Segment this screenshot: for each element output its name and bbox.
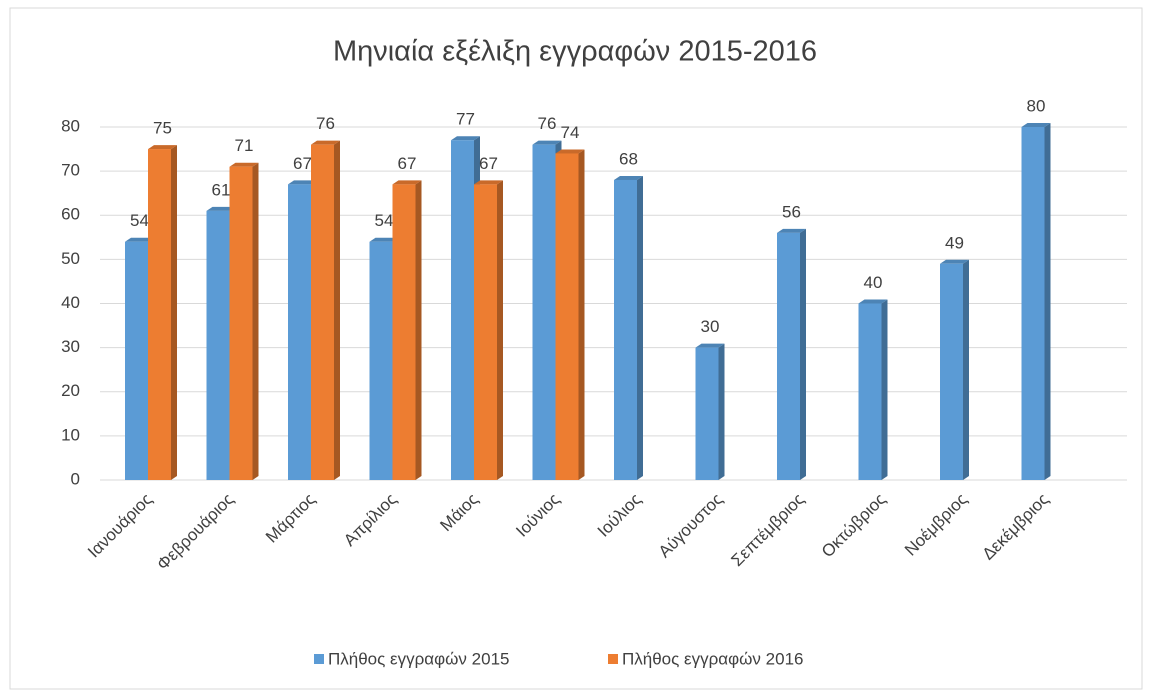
bar-side bbox=[637, 175, 643, 480]
bar-top bbox=[369, 237, 399, 242]
value-label: 76 bbox=[538, 114, 557, 133]
bar bbox=[532, 144, 556, 480]
value-label: 77 bbox=[456, 110, 475, 129]
value-label: 61 bbox=[212, 180, 231, 199]
bar bbox=[311, 144, 334, 480]
value-label: 40 bbox=[864, 273, 883, 292]
bar-top bbox=[148, 145, 177, 150]
legend-label: Πλήθος εγγραφών 2015 bbox=[328, 649, 509, 668]
y-tick-label: 10 bbox=[61, 425, 80, 444]
y-tick-label: 20 bbox=[61, 381, 80, 400]
bar-top bbox=[311, 140, 340, 145]
bar-top bbox=[532, 140, 562, 145]
value-label: 76 bbox=[316, 114, 335, 133]
value-label: 74 bbox=[561, 123, 580, 142]
bar bbox=[695, 347, 719, 480]
bar bbox=[940, 263, 963, 480]
bar-side bbox=[171, 145, 177, 480]
bar-side bbox=[578, 149, 585, 480]
bar-side bbox=[252, 162, 259, 480]
bar-side bbox=[718, 343, 725, 480]
bar-top bbox=[555, 149, 585, 154]
bar bbox=[148, 149, 171, 480]
bar-top bbox=[614, 175, 643, 180]
bar-top bbox=[288, 180, 317, 185]
bar bbox=[229, 166, 253, 480]
bar-top bbox=[777, 228, 806, 233]
value-label: 30 bbox=[701, 317, 720, 336]
y-tick-label: 30 bbox=[61, 337, 80, 356]
bar-top bbox=[125, 237, 154, 242]
bar bbox=[288, 184, 311, 481]
y-tick-label: 70 bbox=[61, 161, 80, 180]
value-label: 68 bbox=[619, 149, 638, 168]
bar-side bbox=[963, 259, 969, 480]
bar-side bbox=[497, 180, 503, 481]
y-tick-label: 0 bbox=[71, 469, 80, 488]
bar-side bbox=[334, 140, 340, 480]
y-tick-label: 60 bbox=[61, 205, 80, 224]
bar bbox=[451, 140, 474, 481]
legend-swatch bbox=[314, 654, 324, 664]
bar-side bbox=[881, 299, 888, 480]
y-tick-label: 40 bbox=[61, 293, 80, 312]
bar-top bbox=[940, 259, 969, 264]
bar-top bbox=[858, 299, 888, 304]
y-tick-label: 80 bbox=[61, 116, 80, 135]
bar-top bbox=[229, 162, 259, 167]
bar bbox=[555, 153, 579, 480]
bar bbox=[777, 232, 800, 480]
bar bbox=[206, 210, 230, 480]
bar-top bbox=[474, 180, 503, 185]
value-label: 67 bbox=[479, 154, 498, 173]
value-label: 49 bbox=[945, 233, 964, 252]
bar bbox=[474, 184, 497, 481]
legend-label: Πλήθος εγγραφών 2016 bbox=[622, 649, 803, 668]
value-label: 71 bbox=[235, 136, 254, 155]
y-tick-label: 50 bbox=[61, 249, 80, 268]
value-label: 54 bbox=[130, 211, 149, 230]
bar-top bbox=[1021, 123, 1051, 127]
bar-side bbox=[1044, 123, 1051, 480]
bar-side bbox=[415, 180, 422, 481]
value-label: 67 bbox=[293, 154, 312, 173]
legend-swatch bbox=[608, 654, 618, 664]
bar-top bbox=[695, 343, 725, 348]
bar bbox=[858, 303, 882, 480]
bar bbox=[369, 241, 393, 480]
value-label: 67 bbox=[398, 154, 417, 173]
bar-top bbox=[392, 180, 422, 185]
value-label: 75 bbox=[153, 119, 172, 138]
value-label: 80 bbox=[1027, 96, 1046, 115]
value-label: 54 bbox=[375, 211, 394, 230]
bar-top bbox=[206, 206, 236, 211]
bar-top bbox=[451, 136, 480, 141]
bar bbox=[125, 241, 148, 480]
chart-title: Μηνιαία εξέλιξη εγγραφών 2015-2016 bbox=[333, 36, 817, 68]
bar bbox=[614, 179, 637, 480]
value-label: 56 bbox=[782, 202, 801, 221]
bar-side bbox=[800, 228, 806, 480]
bar bbox=[392, 184, 416, 481]
bar bbox=[1021, 127, 1045, 480]
